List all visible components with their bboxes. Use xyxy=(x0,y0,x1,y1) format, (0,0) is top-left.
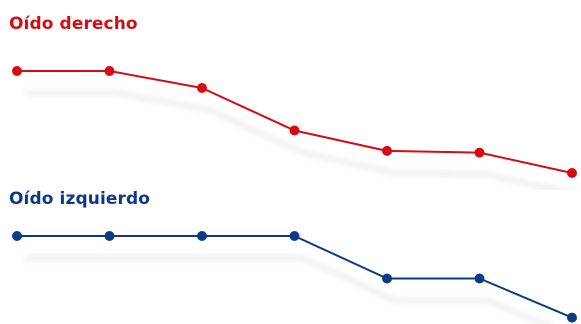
right-ear-point-3 xyxy=(197,83,207,93)
left-ear-point-7 xyxy=(567,312,577,323)
right-ear-point-1 xyxy=(12,66,22,76)
right-ear-point-2 xyxy=(104,66,115,76)
left-ear-point-3 xyxy=(197,231,207,241)
left-ear-point-5 xyxy=(382,273,392,284)
left-ear-line xyxy=(17,235,573,319)
left-ear-shadow xyxy=(25,255,550,324)
right-ear-point-7 xyxy=(567,168,577,178)
right-ear-shadow xyxy=(25,90,569,190)
left-ear-chart xyxy=(12,231,577,324)
left-ear-point-1 xyxy=(12,231,22,241)
left-ear-title: Oído izquierdo xyxy=(9,189,151,209)
right-ear-title: Oído derecho xyxy=(9,14,138,34)
right-ear-chart xyxy=(12,66,577,190)
left-ear-point-6 xyxy=(474,273,485,284)
left-ear-point-4 xyxy=(289,231,300,241)
right-ear-point-4 xyxy=(289,125,300,136)
right-ear-line xyxy=(17,70,573,174)
left-ear-point-2 xyxy=(104,231,115,241)
right-ear-point-6 xyxy=(474,147,485,158)
right-ear-point-5 xyxy=(382,145,392,156)
